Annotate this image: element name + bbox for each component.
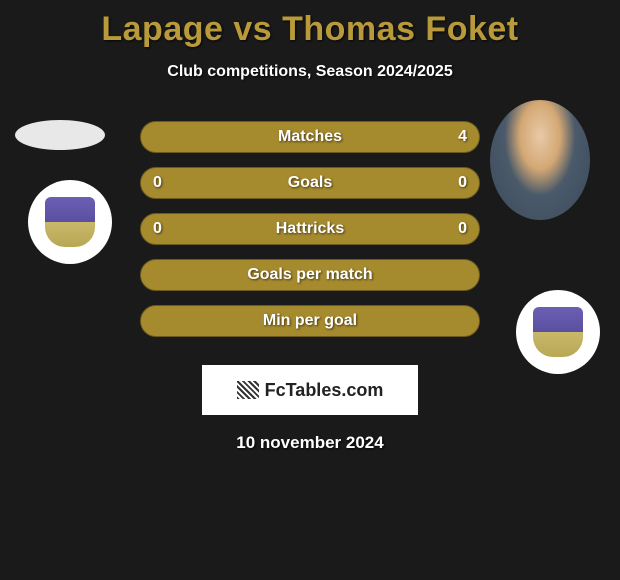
footer-attribution: FcTables.com: [202, 365, 418, 415]
stat-label: Matches: [278, 128, 342, 146]
stat-label: Goals: [288, 174, 332, 192]
page-title: Lapage vs Thomas Foket: [0, 0, 620, 49]
stat-row-min-per-goal: Min per goal: [140, 305, 480, 337]
stat-row-matches: Matches 4: [140, 121, 480, 153]
stat-row-goals: 0 Goals 0: [140, 167, 480, 199]
stat-label: Goals per match: [247, 266, 372, 284]
footer-site-name: FcTables.com: [265, 380, 384, 401]
stat-row-goals-per-match: Goals per match: [140, 259, 480, 291]
comparison-card: Lapage vs Thomas Foket Club competitions…: [0, 0, 620, 453]
subtitle: Club competitions, Season 2024/2025: [0, 63, 620, 81]
date-label: 10 november 2024: [0, 433, 620, 453]
stat-label: Hattricks: [276, 220, 344, 238]
fctables-logo-icon: [237, 381, 259, 399]
stat-right-value: 0: [458, 220, 467, 238]
stat-left-value: 0: [153, 220, 162, 238]
stats-list: Matches 4 0 Goals 0 0 Hattricks 0 Goals …: [0, 121, 620, 337]
stat-row-hattricks: 0 Hattricks 0: [140, 213, 480, 245]
stat-left-value: 0: [153, 174, 162, 192]
stat-right-value: 4: [458, 128, 467, 146]
stat-right-value: 0: [458, 174, 467, 192]
stat-label: Min per goal: [263, 312, 357, 330]
